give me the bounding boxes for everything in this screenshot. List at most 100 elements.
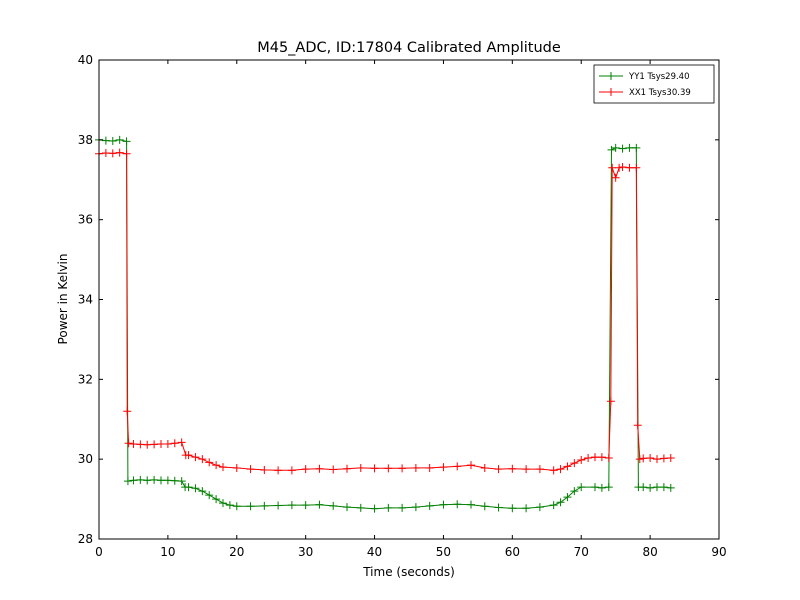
- data-point: [597, 453, 606, 462]
- data-point: [535, 465, 544, 474]
- chart-title: M45_ADC, ID:17804 Calibrated Amplitude: [257, 40, 561, 56]
- data-point: [136, 475, 145, 484]
- series-layer: [95, 135, 675, 513]
- data-point: [329, 501, 338, 510]
- legend-entry: YY1 Tsys29.40: [599, 72, 690, 82]
- x-axis-label: Time (seconds): [362, 565, 455, 579]
- legend-label: XX1 Tsys30.39: [629, 88, 691, 98]
- data-point: [556, 498, 565, 507]
- data-point: [287, 466, 296, 475]
- data-point: [136, 440, 145, 449]
- data-point: [618, 144, 627, 153]
- data-point: [453, 500, 462, 509]
- data-point: [384, 503, 393, 512]
- data-point: [646, 453, 655, 462]
- data-point: [666, 453, 675, 462]
- data-point: [274, 466, 283, 475]
- data-point: [591, 483, 599, 492]
- data-point: [608, 163, 617, 172]
- x-tick-label: 70: [574, 545, 589, 559]
- data-point: [315, 500, 324, 509]
- data-point: [301, 501, 310, 510]
- data-point: [508, 464, 517, 473]
- data-point: [570, 487, 579, 496]
- data-point: [653, 455, 661, 464]
- data-point: [453, 462, 462, 471]
- data-point: [115, 148, 124, 157]
- data-point: [604, 483, 613, 492]
- data-point: [398, 464, 407, 473]
- y-tick-label: 34: [78, 293, 93, 307]
- data-point: [563, 493, 572, 502]
- data-point: [411, 503, 420, 512]
- data-point: [549, 501, 558, 510]
- data-point: [205, 491, 214, 500]
- data-point: [246, 502, 255, 511]
- data-point: [170, 476, 179, 485]
- data-point: [260, 501, 269, 510]
- data-point: [157, 476, 165, 485]
- data-point: [246, 465, 255, 474]
- data-point: [597, 483, 606, 492]
- data-point: [122, 149, 131, 158]
- data-point: [177, 477, 186, 486]
- legend-entry: XX1 Tsys30.39: [599, 88, 691, 98]
- data-point: [232, 502, 241, 511]
- data-point: [315, 464, 324, 473]
- y-tick-label: 40: [78, 53, 93, 67]
- x-tick-label: 20: [229, 545, 244, 559]
- data-point: [198, 455, 207, 464]
- data-point: [611, 173, 620, 182]
- data-point: [225, 501, 234, 510]
- data-point: [219, 463, 227, 472]
- data-point: [124, 439, 133, 448]
- y-tick-label: 32: [78, 372, 93, 386]
- data-point: [101, 136, 110, 145]
- data-point: [123, 407, 132, 416]
- data-point: [425, 463, 434, 472]
- data-point: [129, 439, 138, 448]
- data-point: [101, 149, 110, 158]
- data-point: [108, 149, 117, 158]
- data-point: [329, 465, 338, 474]
- legend: YY1 Tsys29.40 XX1 Tsys30.39: [593, 64, 715, 104]
- data-point: [143, 440, 152, 449]
- legend-marker: [607, 72, 615, 80]
- data-point: [157, 439, 165, 448]
- data-point: [191, 484, 200, 493]
- x-tick-label: 0: [95, 545, 103, 559]
- data-point: [212, 495, 221, 504]
- data-point: [150, 440, 159, 449]
- data-point: [260, 465, 269, 474]
- data-point: [356, 503, 365, 512]
- x-tick-label: 40: [367, 545, 382, 559]
- data-point: [646, 483, 655, 492]
- data-point: [411, 463, 420, 472]
- data-point: [384, 464, 393, 473]
- legend-marker: [607, 88, 615, 96]
- data-point: [591, 453, 599, 462]
- data-point: [170, 439, 179, 448]
- data-point: [370, 464, 379, 473]
- data-point: [398, 503, 407, 512]
- data-point: [343, 503, 351, 512]
- data-point: [184, 483, 193, 492]
- y-axis-label: Power in Kelvin: [56, 254, 70, 345]
- data-point: [666, 483, 675, 492]
- data-point: [549, 466, 558, 475]
- y-tick-label: 30: [78, 452, 93, 466]
- data-point: [274, 501, 283, 510]
- data-point: [632, 143, 641, 152]
- plot-frame: [98, 59, 720, 540]
- data-point: [556, 465, 565, 474]
- data-point: [370, 504, 379, 513]
- data-point: [480, 502, 489, 511]
- legend-label: YY1 Tsys29.40: [628, 72, 690, 82]
- data-point: [633, 421, 642, 430]
- data-point: [122, 137, 131, 146]
- data-point: [439, 463, 448, 472]
- data-point: [625, 163, 634, 172]
- data-point: [356, 463, 365, 472]
- data-point: [143, 476, 152, 485]
